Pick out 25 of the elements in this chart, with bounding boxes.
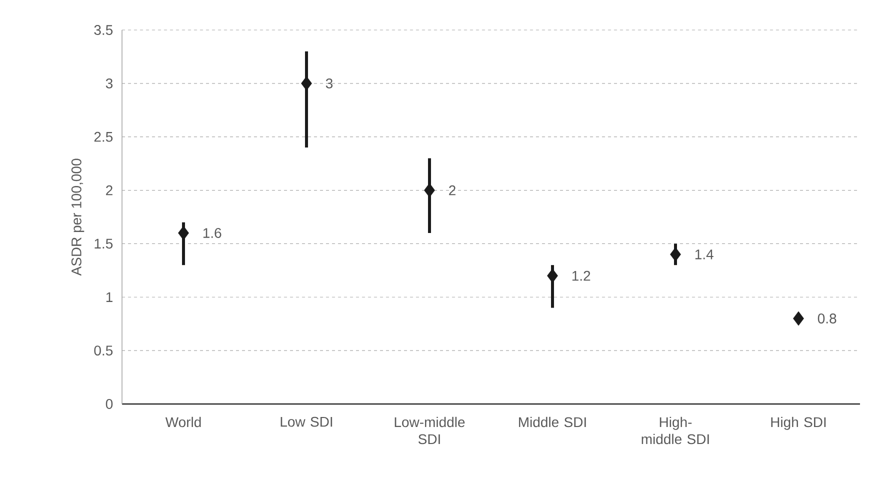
x-tick-label: High SDI: [771, 416, 826, 430]
data-label: 1.6: [203, 228, 222, 238]
data-label: 3: [326, 78, 333, 88]
x-tick-label: Low-middle SDI: [394, 416, 465, 444]
x-tick-label: World: [165, 416, 201, 428]
y-tick-label: 0: [106, 399, 113, 409]
y-tick-label: 3: [106, 78, 113, 88]
data-label: 2: [449, 185, 456, 196]
x-tick-label: High-middle SDI: [642, 416, 709, 444]
point: [424, 183, 435, 198]
y-tick-label: 2: [106, 185, 112, 196]
x-tick-label: Middle SDI: [519, 416, 586, 428]
y-tick-label: 1.5: [94, 238, 113, 249]
data-label: 1.4: [695, 250, 714, 260]
y-tick-label: 3.5: [94, 25, 113, 35]
y-tick-label: 0.5: [94, 346, 113, 356]
x-tick-label: Low SDI: [280, 416, 332, 427]
data-label: 0.8: [818, 314, 836, 324]
y-tick-label: 1: [106, 292, 112, 302]
point: [178, 226, 189, 240]
y-axis-title: ASDR per 100,000: [71, 158, 84, 276]
y-tick-label: 2.5: [94, 132, 113, 142]
data-label: 1.2: [572, 270, 590, 281]
point: [793, 311, 804, 326]
point: [547, 268, 558, 283]
